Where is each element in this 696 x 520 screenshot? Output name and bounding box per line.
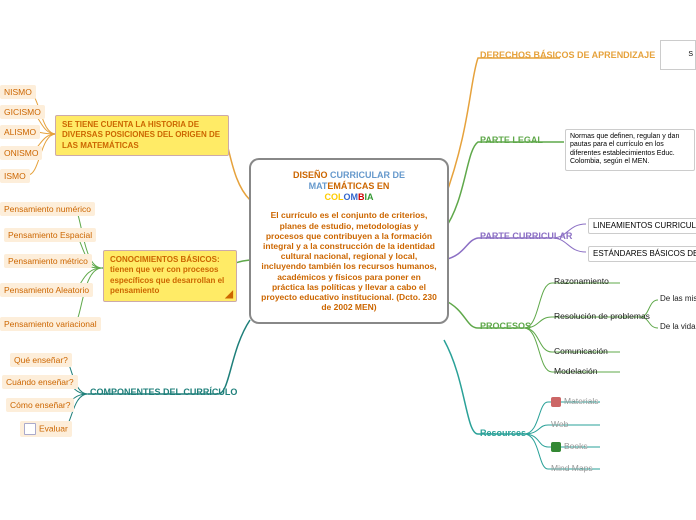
proc-sub-mismas[interactable]: De las mismas — [660, 294, 696, 304]
pens-3[interactable]: Pensamiento Aleatorio — [0, 283, 93, 297]
proc-sub-vida[interactable]: De la vida di — [660, 322, 696, 332]
branch-conocimientos[interactable]: CONOCIMIENTOS BÁSICOS: tienen que ver co… — [103, 250, 237, 302]
page-icon — [24, 423, 36, 435]
res-web[interactable]: Web — [551, 419, 568, 429]
proc-comunicacion[interactable]: Comunicación — [554, 346, 608, 356]
branch-curricular[interactable]: PARTE CURRICULAR — [480, 231, 572, 242]
dba-thumb: S — [660, 40, 694, 70]
comp-evaluar[interactable]: Evaluar — [20, 421, 72, 437]
branch-dba[interactable]: DERECHOS BÁSICOS DE APRENDIZAJE — [480, 50, 655, 61]
branch-legal[interactable]: PARTE LEGAL — [480, 135, 543, 146]
central-node[interactable]: DISEÑO CURRICULAR DE MATEMÁTICAS EN COLO… — [249, 158, 449, 324]
branch-procesos[interactable]: PROCESOS — [480, 321, 531, 332]
pos-item-0[interactable]: NISMO — [0, 85, 36, 99]
branch-resources[interactable]: Resources — [480, 428, 526, 439]
leaf-estandares[interactable]: ESTÁNDARES BÁSICOS DE CALIDAD — [588, 246, 696, 262]
res-books[interactable]: Books — [551, 441, 588, 452]
pos-item-1[interactable]: GICISMO — [0, 105, 45, 119]
res-mindmaps[interactable]: Mind Maps — [551, 463, 593, 473]
pos-item-4[interactable]: ISMO — [0, 169, 30, 183]
proc-razonamiento[interactable]: Razonamiento — [554, 276, 609, 286]
comp-que[interactable]: Qué enseñar? — [10, 353, 72, 367]
comp-cuando[interactable]: Cuándo enseñar? — [2, 375, 78, 389]
legal-note: Normas que definen, regulan y dan pautas… — [565, 129, 695, 171]
pens-2[interactable]: Pensamiento métrico — [4, 254, 92, 268]
central-title: DISEÑO CURRICULAR DE MATEMÁTICAS EN COLO… — [261, 170, 437, 202]
comp-como[interactable]: Cómo enseñar? — [6, 398, 74, 412]
pens-4[interactable]: Pensamiento variacional — [0, 317, 101, 331]
pos-item-3[interactable]: ONISMO — [0, 146, 42, 160]
pens-1[interactable]: Pensamiento Espacial — [4, 228, 96, 242]
pos-item-2[interactable]: ALISMO — [0, 125, 40, 139]
central-desc: El currículo es el conjunto de criterios… — [261, 210, 437, 312]
leaf-lineamientos[interactable]: LINEAMIENTOS CURRICULARES — [588, 218, 696, 234]
proc-resolucion[interactable]: Resolución de problemas — [554, 311, 650, 321]
branch-componentes[interactable]: COMPONENTES DEL CURRÍCULO — [90, 387, 237, 398]
pens-0[interactable]: Pensamiento numérico — [0, 202, 95, 216]
branch-posiciones[interactable]: SE TIENE CUENTA LA HISTORIA DE DIVERSAS … — [55, 115, 229, 156]
res-materials[interactable]: Materials — [551, 396, 598, 407]
proc-modelacion[interactable]: Modelación — [554, 366, 597, 376]
